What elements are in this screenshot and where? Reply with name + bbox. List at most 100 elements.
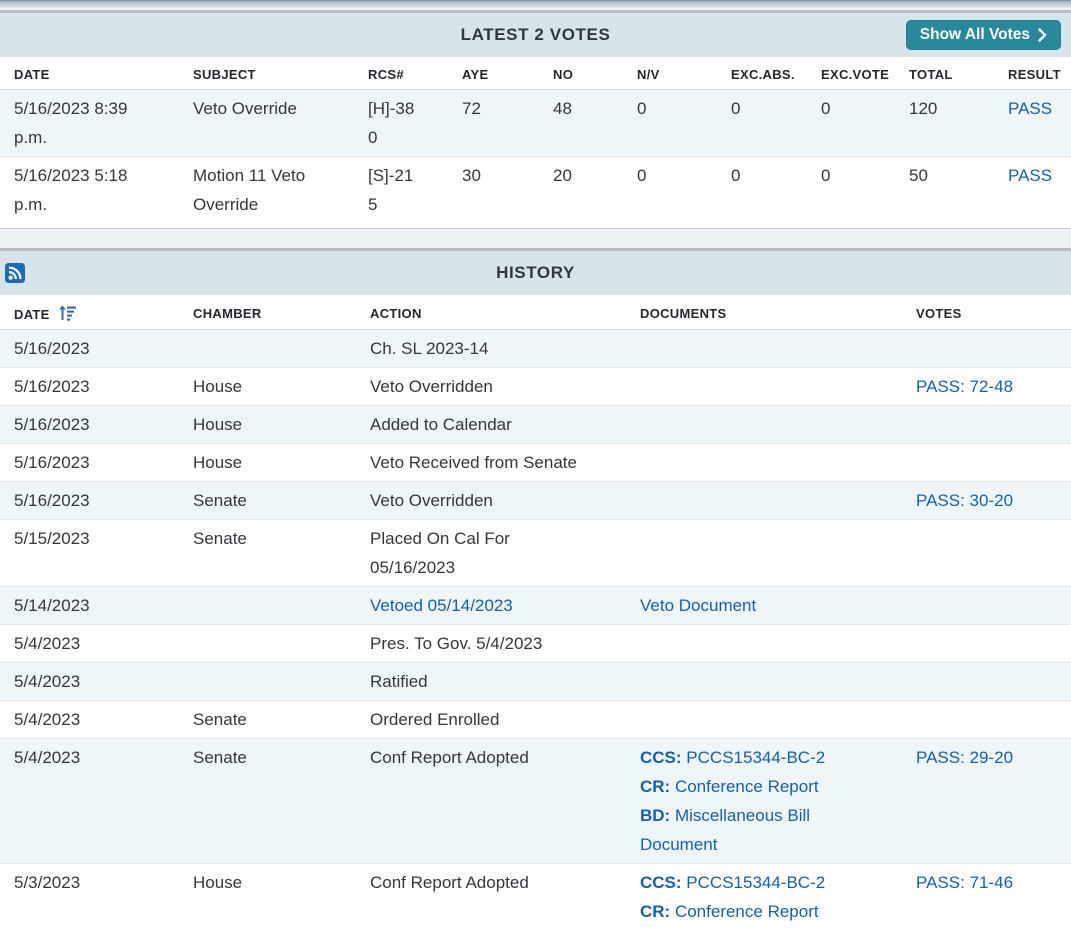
document-type-label: CR: [640, 902, 670, 921]
history-vote-result-link[interactable]: PASS: 71-46 [916, 873, 1013, 892]
history-action: Added to Calendar [370, 406, 640, 444]
history-chamber: Senate [193, 739, 370, 864]
history-row: 5/14/2023 Vetoed 05/14/2023 Veto Document [0, 587, 1071, 625]
history-date: 5/16/2023 [0, 368, 193, 406]
vote-exc-abs: 0 [731, 157, 821, 224]
history-table: DATE CHAMBER ACTION DOCUMENTS VOT [0, 295, 1071, 930]
history-action: Ratified [370, 663, 640, 701]
history-vote-result-link[interactable]: PASS: 29-20 [916, 748, 1013, 767]
history-votes: PASS: 30-20 [916, 482, 1071, 520]
history-col-documents: DOCUMENTS [640, 295, 916, 330]
votes-header-row: DATE SUBJECT RCS# AYE NO N/V EXC.ABS. EX… [0, 57, 1071, 90]
vote-row: 5/16/2023 5:18 p.m.Motion 11 Veto Overri… [0, 157, 1071, 224]
history-row: 5/4/2023 Ratified [0, 663, 1071, 701]
vote-rcs: [H]-380 [368, 90, 462, 157]
history-action: Conf Report Adopted [370, 864, 640, 930]
vote-no: 20 [553, 157, 637, 224]
document-type-label: CR: [640, 777, 670, 796]
history-panel: HISTORY DATE [0, 251, 1071, 930]
votes-col-nv: N/V [637, 57, 731, 90]
history-votes [916, 587, 1071, 625]
votes-col-total: TOTAL [909, 57, 1008, 90]
history-action: Conf Report Adopted [370, 739, 640, 864]
history-votes: PASS: 71-46 [916, 864, 1071, 930]
vote-result-link[interactable]: PASS [1008, 166, 1052, 185]
history-header-row: DATE CHAMBER ACTION DOCUMENTS VOT [0, 295, 1071, 330]
history-chamber [193, 587, 370, 625]
history-votes [916, 520, 1071, 587]
history-chamber: House [193, 406, 370, 444]
history-chamber: House [193, 368, 370, 406]
history-votes [916, 444, 1071, 482]
section-divider [0, 228, 1071, 251]
document-link[interactable]: Conference Report [675, 777, 819, 796]
latest-votes-panel: LATEST 2 VOTES Show All Votes DATE SUBJE… [0, 13, 1071, 223]
history-documents [640, 701, 916, 739]
vote-rcs-value: [H]-380 [368, 94, 420, 152]
history-date: 5/14/2023 [0, 587, 193, 625]
votes-col-excvote: EXC.VOTE [821, 57, 909, 90]
history-documents [640, 444, 916, 482]
votes-col-result: RESULT [1008, 57, 1071, 90]
history-chamber [193, 625, 370, 663]
votes-col-aye: AYE [462, 57, 553, 90]
history-action: Vetoed 05/14/2023 [370, 587, 640, 625]
history-vote-result-link[interactable]: PASS: 30-20 [916, 491, 1013, 510]
history-action: Placed On Cal For 05/16/2023 [370, 520, 640, 587]
document-link[interactable]: PCCS15344-BC-2 [686, 873, 825, 892]
document-link[interactable]: Conference Report [675, 902, 819, 921]
history-documents: Veto Document [640, 587, 916, 625]
history-chamber: House [193, 444, 370, 482]
history-action: Veto Received from Senate [370, 444, 640, 482]
history-action: Ch. SL 2023-14 [370, 330, 640, 368]
rss-icon[interactable] [5, 263, 25, 283]
history-chamber [193, 663, 370, 701]
document-type-label: CCS: [640, 873, 682, 892]
history-documents [640, 625, 916, 663]
document-link[interactable]: Veto Document [640, 596, 756, 615]
history-votes [916, 663, 1071, 701]
vote-exc-vote: 0 [821, 90, 909, 157]
history-documents [640, 406, 916, 444]
previous-panel-bottom-edge [0, 0, 1071, 10]
votes-panel-header: LATEST 2 VOTES Show All Votes [0, 13, 1071, 57]
vote-result: PASS [1008, 90, 1071, 157]
vote-nv: 0 [637, 157, 731, 224]
document-item: CR: Conference Report [640, 897, 856, 926]
chevron-right-icon [1038, 28, 1047, 42]
history-chamber: Senate [193, 701, 370, 739]
vote-date: 5/16/2023 5:18 p.m. [0, 157, 193, 224]
history-chamber: Senate [193, 482, 370, 520]
vote-aye: 30 [462, 157, 553, 224]
history-action: Veto Overridden [370, 368, 640, 406]
history-action-link[interactable]: Vetoed 05/14/2023 [370, 596, 513, 615]
history-date: 5/4/2023 [0, 625, 193, 663]
vote-exc-abs: 0 [731, 90, 821, 157]
history-col-date-label: DATE [14, 307, 50, 322]
history-action: Ordered Enrolled [370, 701, 640, 739]
document-link[interactable]: PCCS15344-BC-2 [686, 748, 825, 767]
history-action: Pres. To Gov. 5/4/2023 [370, 625, 640, 663]
document-item: Veto Document [640, 591, 856, 620]
history-col-date-sortable[interactable]: DATE [0, 295, 193, 330]
history-date: 5/16/2023 [0, 406, 193, 444]
votes-panel-title: LATEST 2 VOTES [461, 25, 611, 45]
document-item: CR: Conference Report [640, 772, 856, 801]
vote-rcs-value: [S]-215 [368, 161, 420, 219]
vote-result-link[interactable]: PASS [1008, 99, 1052, 118]
history-date: 5/4/2023 [0, 663, 193, 701]
history-date: 5/16/2023 [0, 482, 193, 520]
history-documents [640, 520, 916, 587]
history-vote-result-link[interactable]: PASS: 72-48 [916, 377, 1013, 396]
show-all-votes-button[interactable]: Show All Votes [906, 20, 1061, 50]
history-chamber [193, 330, 370, 368]
history-row: 5/4/2023 Pres. To Gov. 5/4/2023 [0, 625, 1071, 663]
